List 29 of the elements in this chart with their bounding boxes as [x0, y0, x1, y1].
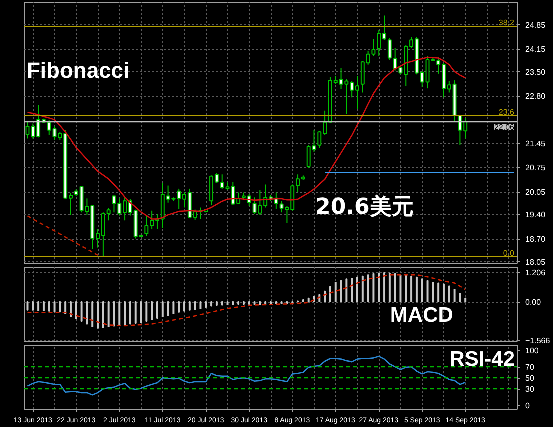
- candlestick: [393, 48, 398, 72]
- y-tick-label: 0: [526, 402, 530, 411]
- y-tick-label: 24.15: [526, 45, 546, 54]
- y-tick-label: 20.75: [526, 164, 546, 173]
- y-tick-label: 1.206: [526, 268, 546, 278]
- annotation: 20.6美元: [316, 194, 414, 220]
- y-tick-label: 70: [526, 363, 535, 372]
- annotation: 0.0: [503, 248, 516, 258]
- y-tick-label: 22.80: [526, 92, 546, 102]
- annotation: 23.6: [498, 108, 516, 117]
- y-tick-label: 21.45: [526, 139, 546, 148]
- line-series: [27, 215, 99, 256]
- candlestick: [388, 38, 392, 60]
- y-tick-label: 24.85: [526, 20, 546, 30]
- line-series: [27, 274, 466, 327]
- ref-line-label: 22.06: [494, 123, 516, 132]
- y-tick-label: 100: [526, 346, 540, 356]
- y-tick-label: 19.40: [526, 210, 546, 220]
- y-tick-label: 18.05: [526, 258, 546, 267]
- annotation: Fibonacci: [26, 58, 130, 83]
- y-tick-label: 18.70: [526, 235, 546, 244]
- annotation: 38.2: [498, 18, 516, 28]
- y-tick-label: 50: [526, 374, 535, 384]
- y-tick-label: 23.50: [526, 68, 546, 77]
- annotation: MACD: [390, 304, 454, 328]
- y-tick-label: 20.05: [526, 188, 546, 198]
- annotation: RSI-42: [450, 348, 516, 372]
- y-tick-label: 0.00: [526, 298, 542, 308]
- y-tick-label: 30: [526, 385, 535, 394]
